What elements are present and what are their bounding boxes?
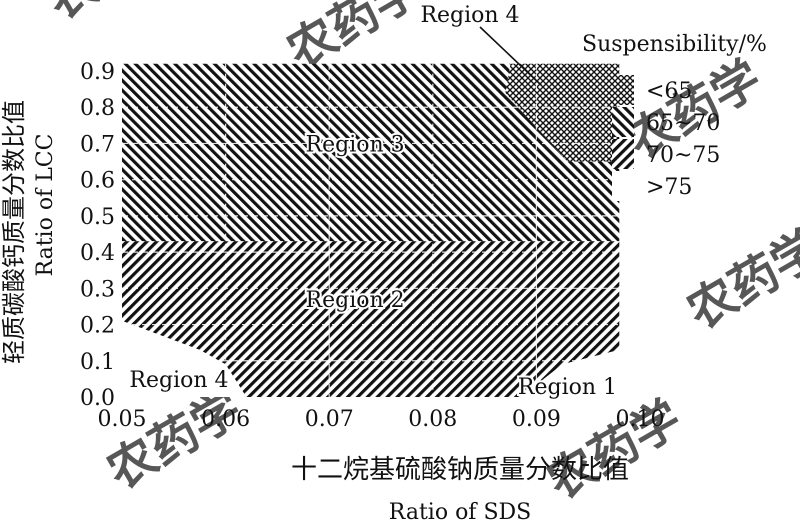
legend-swatch bbox=[612, 107, 634, 137]
region-region-4-cross-hatch bbox=[505, 63, 620, 162]
y-tick-label: 0.7 bbox=[80, 132, 115, 157]
region-region-4-blank bbox=[122, 320, 247, 397]
y-tick-label: 0.8 bbox=[80, 96, 115, 121]
y-tick-label: 0.6 bbox=[80, 169, 115, 194]
y-tick-label: 0.4 bbox=[80, 241, 115, 266]
x-axis-label-cn: 十二烷基硫酸钠质量分数比值 bbox=[291, 455, 629, 485]
legend-entry: >75 bbox=[646, 175, 692, 200]
x-tick-label: 0.07 bbox=[305, 407, 354, 432]
x-tick-label: 0.05 bbox=[98, 407, 147, 432]
regions-layer bbox=[122, 63, 620, 397]
watermark-text: 农药学 bbox=[678, 220, 800, 341]
region-label: Region 1 bbox=[518, 375, 617, 400]
region-region-3-back-diagonal bbox=[122, 63, 620, 242]
y-tick-label: 0.0 bbox=[80, 386, 115, 411]
x-tick-label: 0.09 bbox=[512, 407, 561, 432]
region-region-2-forward-diagonal bbox=[122, 241, 620, 397]
watermark-text: 农药学 bbox=[538, 390, 691, 511]
legend: Suspensibility/% <65 65~70 70~75 >75 bbox=[582, 32, 767, 201]
callout-line bbox=[479, 26, 542, 86]
region-label: Region 3 bbox=[306, 132, 405, 157]
y-tick-label: 0.2 bbox=[80, 314, 115, 339]
y-tick-label: 0.3 bbox=[80, 277, 115, 302]
legend-swatch bbox=[612, 139, 634, 169]
x-tick-label: 0.08 bbox=[408, 407, 457, 432]
legend-entry: <65 bbox=[646, 79, 692, 104]
x-tick-label: 0.10 bbox=[616, 407, 665, 432]
region-label: Region 2 bbox=[306, 288, 405, 313]
y-axis-label-cn: 轻质碳酸钙质量分数比值 bbox=[0, 100, 28, 364]
y-tick-label: 0.9 bbox=[80, 60, 115, 85]
y-axis-label: Ratio of LCC bbox=[33, 134, 58, 277]
legend-swatch bbox=[612, 171, 634, 201]
y-tick-label: 0.5 bbox=[80, 205, 115, 230]
axis-ticks: 0.05 0.06 0.07 0.08 0.09 0.10 0.0 0.1 0.2 0.3 0.4 0… bbox=[80, 60, 664, 432]
y-tick-label: 0.1 bbox=[80, 350, 115, 375]
watermark-text: 农药学 bbox=[38, 0, 191, 30]
watermark-text: 农药学 bbox=[98, 380, 251, 501]
legend-title: Suspensibility/% bbox=[582, 32, 767, 57]
region-callout-label: Region 4 bbox=[420, 3, 519, 28]
region-region-1-blank bbox=[520, 349, 620, 397]
x-axis-label: Ratio of SDS bbox=[389, 500, 531, 525]
x-tick-label: 0.06 bbox=[201, 407, 250, 432]
region-labels: Region 3 Region 2 Region 4 Region 1 Region 4 bbox=[127, 3, 619, 402]
legend-entry: 65~70 bbox=[646, 111, 720, 136]
legend-entry: 70~75 bbox=[646, 143, 720, 168]
legend-swatch bbox=[612, 75, 634, 105]
region-label: Region 4 bbox=[129, 368, 228, 393]
